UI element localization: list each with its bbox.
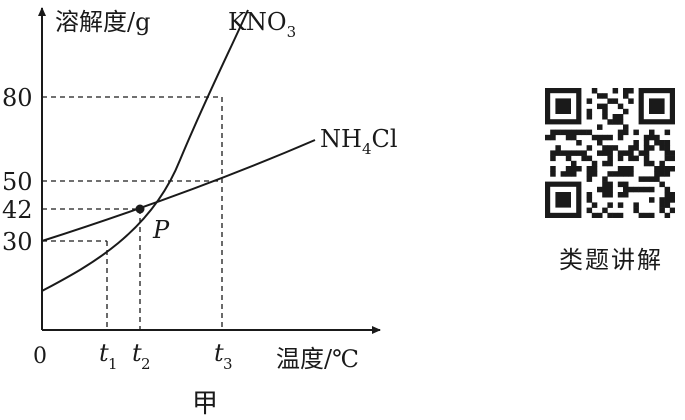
chart-labels: 溶解度/g 温度/℃ 0 甲 P [33, 8, 359, 419]
y-tick-42: 42 [2, 196, 33, 224]
series-label-0: KNO3 [228, 8, 296, 41]
series-label-1: NH4Cl [320, 125, 398, 158]
y-tick-30: 30 [2, 228, 33, 256]
figure-caption: 甲 [192, 389, 218, 419]
guide-lines [42, 96, 223, 330]
x-tick-t3-sub: 3 [223, 355, 233, 373]
y-tick-80: 80 [2, 84, 33, 112]
x-tick-t3: t [214, 339, 224, 367]
kno3-curve [41, 9, 249, 292]
qr-caption: 类题讲解 [559, 246, 663, 274]
qr-code-icon [545, 88, 676, 219]
point-label: P [152, 216, 170, 244]
x-axis-label: 温度/℃ [276, 345, 359, 373]
solubility-curves [41, 9, 316, 292]
origin-label: 0 [33, 344, 47, 369]
y-tick-50: 50 [2, 168, 33, 196]
x-tick-t2-sub: 2 [141, 355, 151, 373]
series-labels: KNO3 NH4Cl [228, 8, 398, 158]
qr-code[interactable] [545, 88, 685, 238]
x-tick-t1: t [99, 339, 109, 367]
y-axis-label: 溶解度/g [55, 8, 150, 36]
x-tick-t2: t [132, 339, 142, 367]
intersection-point-p [135, 204, 145, 214]
axes [38, 7, 381, 334]
nh4cl-curve [41, 139, 316, 242]
x-tick-t1-sub: 1 [108, 355, 118, 373]
